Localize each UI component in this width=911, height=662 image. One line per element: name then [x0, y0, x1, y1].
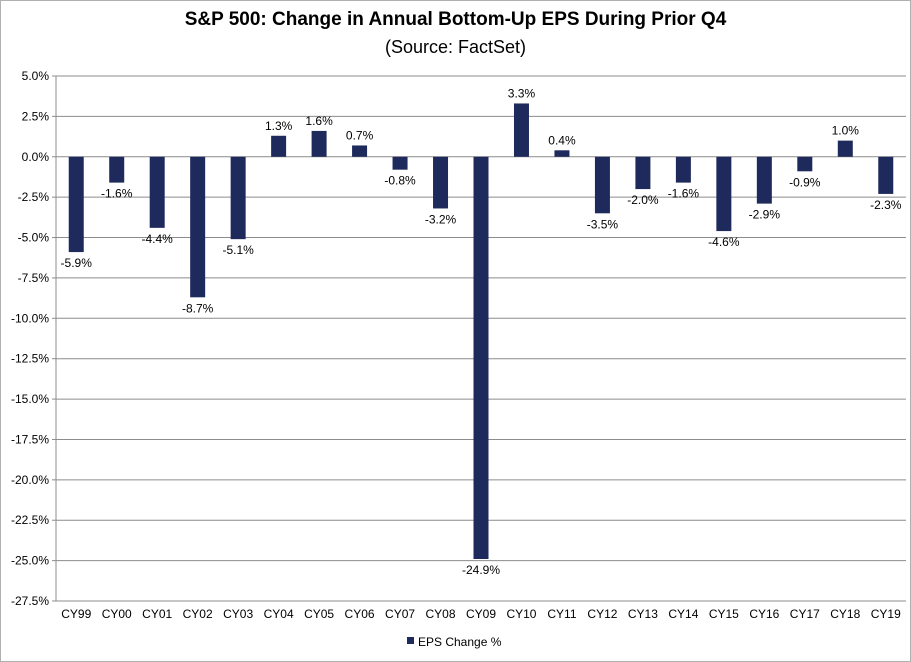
x-tick-label: CY09 [466, 607, 496, 621]
y-tick-label: -5.0% [18, 231, 50, 245]
data-label: -4.4% [142, 232, 174, 246]
y-tick-label: -7.5% [18, 271, 50, 285]
x-tick-label: CY17 [790, 607, 820, 621]
x-tick-label: CY99 [61, 607, 91, 621]
bar [271, 135, 287, 157]
y-tick-label: 5.0% [22, 69, 50, 83]
bar [716, 156, 732, 232]
bar [392, 156, 408, 170]
chart-title: S&P 500: Change in Annual Bottom-Up EPS … [184, 9, 727, 30]
y-axis-labels: 5.0% 2.5% 0.0% -2.5% -5.0% -7.5% -10.0% -12.5% -… [11, 69, 49, 608]
bar [797, 156, 813, 172]
bar [352, 145, 368, 157]
data-label: -2.9% [749, 208, 781, 222]
x-tick-label: CY11 [547, 607, 576, 621]
y-tick-label: -25.0% [11, 554, 49, 568]
bar [675, 156, 691, 183]
bar [109, 156, 125, 183]
bar [756, 156, 772, 204]
x-tick-label: CY18 [830, 607, 860, 621]
y-tick-label: -12.5% [11, 352, 49, 366]
x-tick-label: CY02 [183, 607, 213, 621]
legend-swatch [407, 637, 414, 644]
bars [68, 103, 894, 559]
chart-subtitle: (Source: FactSet) [384, 37, 527, 57]
x-tick-label: CY19 [871, 607, 901, 621]
x-tick-label: CY15 [709, 607, 739, 621]
x-tick-label: CY01 [142, 607, 172, 621]
data-label: 1.0% [832, 124, 860, 138]
x-tick-label: CY10 [506, 607, 536, 621]
data-label: -24.9% [462, 563, 500, 577]
x-tick-label: CY04 [264, 607, 294, 621]
y-tick-label: -10.0% [11, 311, 49, 325]
bar [68, 156, 84, 253]
bar [473, 156, 489, 559]
data-label: -8.7% [182, 301, 214, 315]
bar [878, 156, 894, 194]
x-tick-label: CY03 [223, 607, 253, 621]
data-label: -2.0% [627, 193, 659, 207]
bar [433, 156, 449, 209]
legend: EPS Change % [407, 635, 502, 649]
bar [230, 156, 246, 240]
y-tick-label: -2.5% [18, 190, 50, 204]
x-tick-label: CY05 [304, 607, 334, 621]
y-tick-label: -22.5% [11, 513, 49, 527]
y-tick-label: -27.5% [11, 594, 49, 608]
legend-label: EPS Change % [418, 635, 502, 649]
data-label: -5.9% [61, 256, 93, 270]
data-label: 1.6% [305, 114, 333, 128]
data-label: 0.7% [346, 128, 374, 142]
data-label: -5.1% [222, 243, 254, 257]
x-tick-label: CY16 [749, 607, 779, 621]
y-tick-label: -15.0% [11, 392, 49, 406]
x-tick-label: CY00 [102, 607, 132, 621]
data-label: -3.2% [425, 212, 457, 226]
y-tick-label: 0.0% [22, 150, 50, 164]
data-label: -3.5% [587, 217, 619, 231]
data-labels: -5.9% -1.6% -4.4% -8.7% -5.1% 1.3% 1.6% 0.7% -0.… [61, 86, 902, 577]
bar [311, 130, 327, 157]
bar [513, 103, 529, 157]
data-label: -1.6% [668, 187, 700, 201]
bar [594, 156, 610, 214]
data-label: -4.6% [708, 235, 740, 249]
axes [55, 76, 906, 602]
x-tick-label: CY08 [426, 607, 456, 621]
bar [149, 156, 165, 228]
y-tick-label: 2.5% [22, 109, 50, 123]
data-label: -2.3% [870, 198, 902, 212]
data-label: 3.3% [508, 86, 536, 100]
x-axis-labels: CY99 CY00 CY01 CY02 CY03 CY04 CY05 CY06 CY07 CY08… [61, 607, 901, 621]
x-tick-label: CY07 [385, 607, 415, 621]
bar [837, 140, 853, 157]
x-tick-label: CY14 [668, 607, 698, 621]
data-label: -1.6% [101, 187, 133, 201]
x-tick-label: CY06 [345, 607, 375, 621]
y-tick-label: -20.0% [11, 473, 49, 487]
bar [635, 156, 651, 190]
data-label: 1.3% [265, 119, 293, 133]
data-label: -0.8% [384, 174, 416, 188]
data-label: 0.4% [548, 133, 576, 147]
bar [554, 150, 570, 157]
y-tick-label: -17.5% [11, 432, 49, 446]
x-tick-label: CY13 [628, 607, 658, 621]
bar [190, 156, 206, 298]
data-label: -0.9% [789, 175, 821, 189]
x-tick-label: CY12 [587, 607, 617, 621]
